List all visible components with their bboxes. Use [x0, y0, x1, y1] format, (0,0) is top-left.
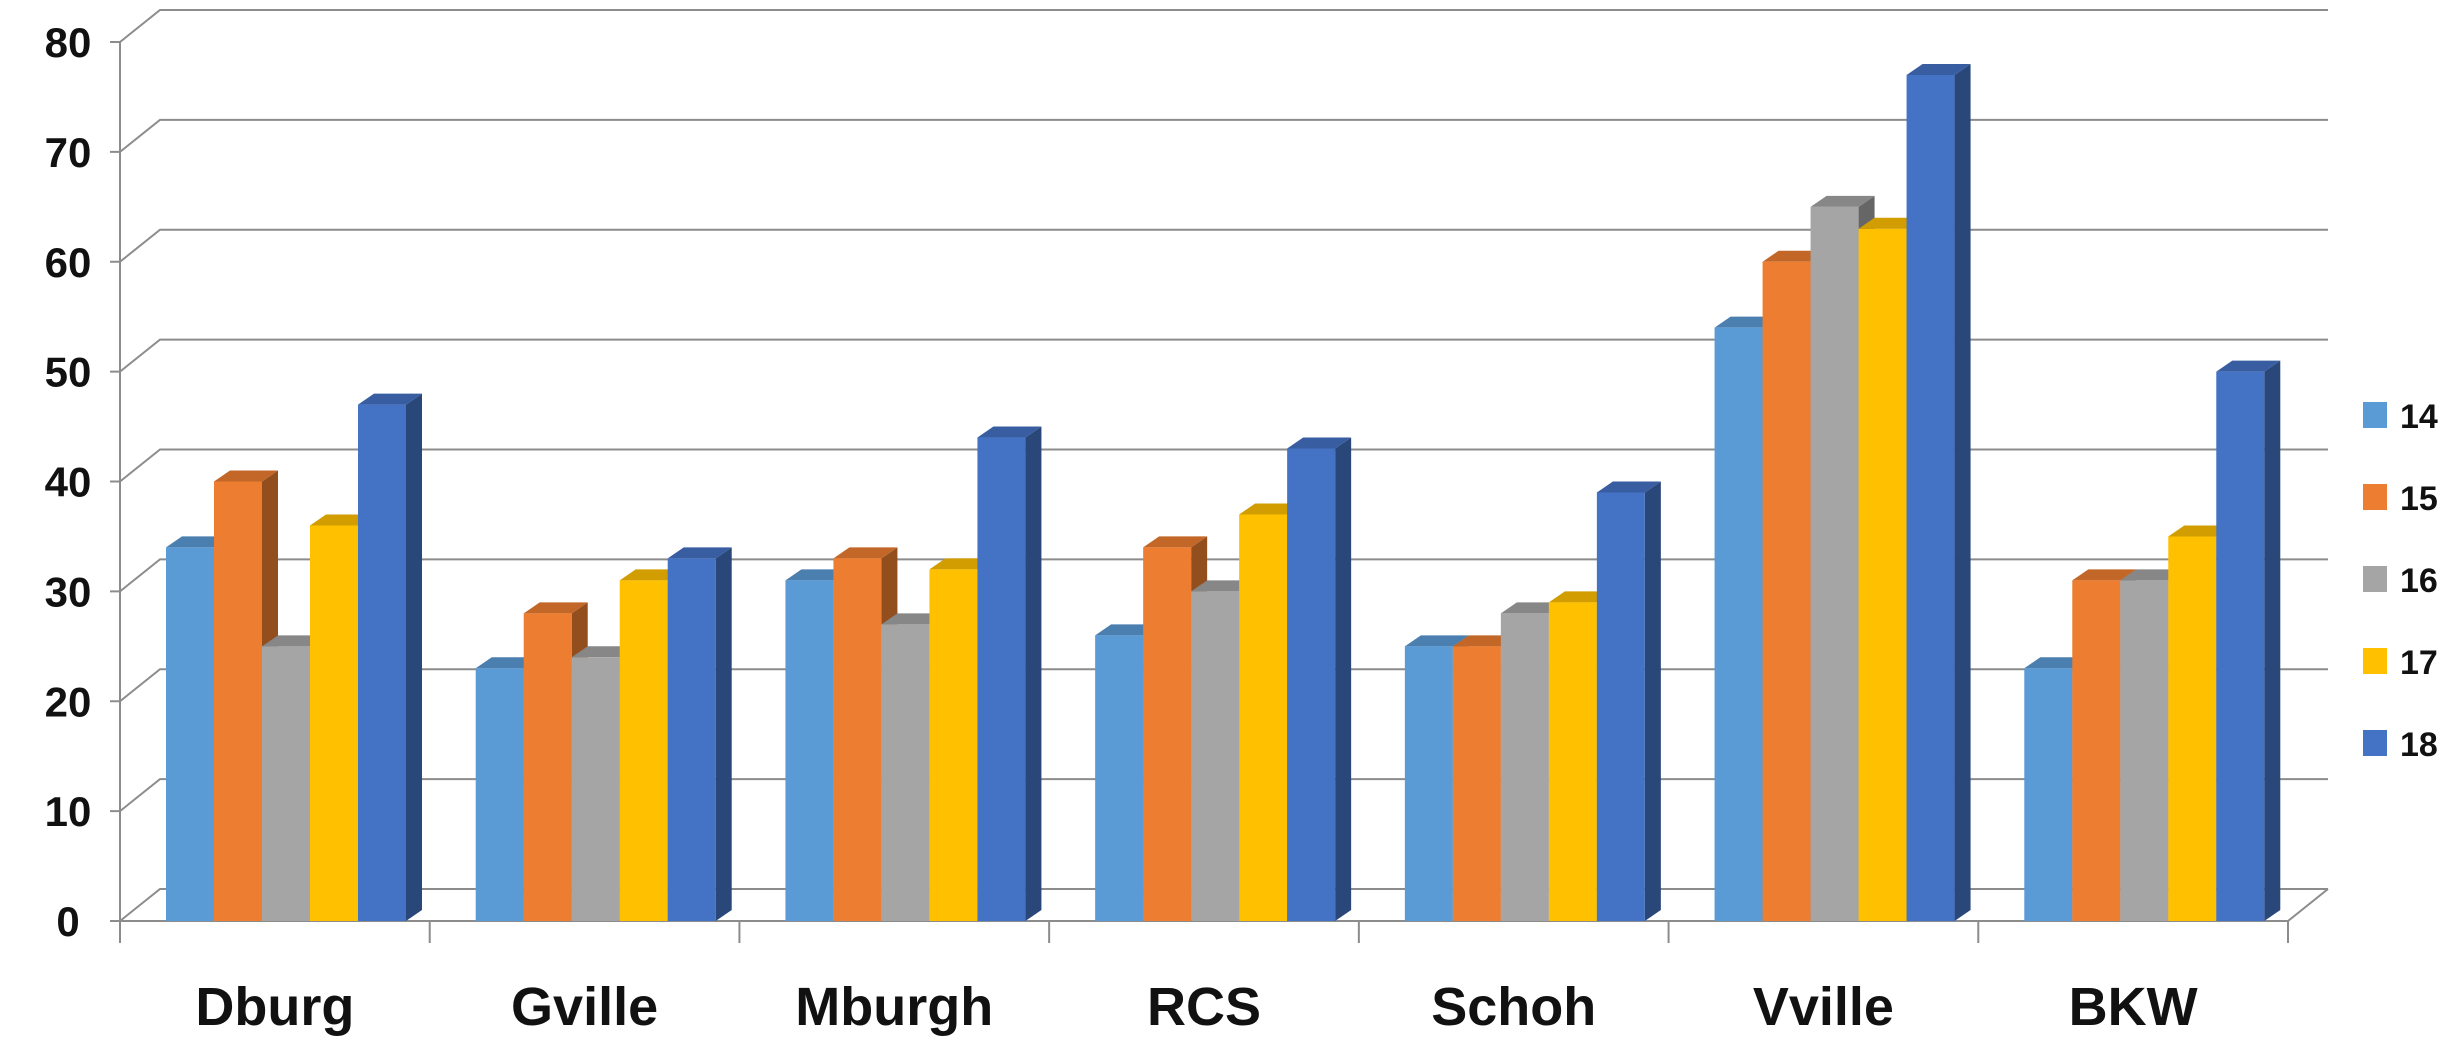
y-tick-label: 10	[45, 788, 92, 835]
bar	[1906, 63, 1971, 921]
bar	[2216, 360, 2281, 921]
bar	[214, 470, 278, 921]
legend-swatch	[2363, 484, 2387, 510]
legend-label: 15	[2400, 480, 2438, 518]
legend-swatch	[2363, 730, 2387, 756]
legend-item: 15	[2363, 480, 2438, 518]
bar	[358, 393, 422, 921]
y-tick-label: 30	[45, 568, 92, 615]
y-tick-label: 20	[45, 678, 92, 725]
gridline	[119, 448, 2328, 483]
legend-item: 16	[2363, 562, 2438, 600]
legend-swatch	[2363, 648, 2387, 674]
y-tick-label: 70	[45, 129, 92, 176]
y-tick-labels: 0 10 20 30 40 50 60 70 80	[45, 19, 92, 945]
x-tick-label: Schoh	[1431, 977, 1596, 1037]
legend-item: 18	[2363, 726, 2438, 764]
bar	[1596, 481, 1661, 921]
y-tick-label: 50	[45, 349, 92, 396]
x-tick-label: Gville	[511, 977, 658, 1037]
x-tick-labels: Dburg Gville Mburgh RCS Schoh Vville BKW	[195, 977, 2197, 1037]
legend-item: 17	[2363, 644, 2438, 682]
bar	[667, 547, 732, 921]
bar	[977, 426, 1042, 921]
gridline	[119, 118, 2328, 153]
bar	[1287, 437, 1352, 921]
legend-swatch	[2363, 402, 2387, 428]
legend: 14 15 16 17 18	[2363, 398, 2438, 764]
gridlines	[119, 9, 2328, 922]
gridline	[119, 338, 2328, 373]
x-tick-label: Vville	[1753, 977, 1894, 1037]
x-tick-label: Dburg	[195, 977, 354, 1037]
legend-label: 16	[2400, 562, 2438, 600]
bars	[166, 63, 2281, 922]
gridline	[119, 228, 2328, 263]
x-tick-label: BKW	[2069, 977, 2198, 1037]
legend-swatch	[2363, 566, 2387, 592]
x-tick-label: Mburgh	[795, 977, 993, 1037]
y-tick-label: 0	[56, 898, 79, 945]
y-tick-label: 60	[45, 239, 92, 286]
x-tick-label: RCS	[1147, 977, 1261, 1037]
gridline	[119, 9, 2328, 43]
legend-label: 17	[2400, 644, 2438, 682]
y-tick-label: 40	[45, 459, 92, 506]
legend-label: 18	[2400, 726, 2438, 764]
legend-label: 14	[2400, 398, 2438, 436]
legend-item: 14	[2363, 398, 2438, 436]
y-tick-label: 80	[45, 19, 92, 66]
